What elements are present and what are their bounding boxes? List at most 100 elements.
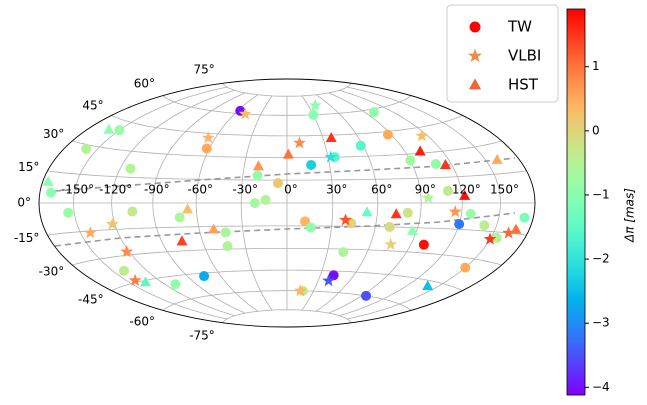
data-point [174, 212, 185, 223]
data-point [176, 235, 188, 246]
data-point [384, 221, 395, 232]
data-point [120, 245, 134, 258]
grid-line [222, 309, 352, 323]
grid-line [47, 170, 527, 181]
grid-line [162, 95, 412, 116]
data-point [103, 123, 115, 134]
data-point [249, 198, 260, 208]
legend-label: VLBI [508, 47, 541, 65]
legend [446, 4, 559, 103]
data-point [252, 170, 263, 181]
y-tick-label: 0° [17, 196, 31, 210]
data-point [414, 145, 426, 156]
x-tick-label: 0° [284, 183, 298, 197]
data-point [83, 226, 97, 239]
x-tick-label: 90° [415, 183, 436, 197]
data-point [293, 284, 307, 297]
data-point [260, 194, 271, 205]
map-border [38, 78, 536, 328]
x-tick-label: -30° [232, 183, 258, 197]
data-point [125, 163, 136, 174]
data-point [519, 212, 530, 223]
legend-label: TW [507, 18, 532, 36]
data-point [339, 213, 352, 226]
x-tick-label: -120° [99, 183, 132, 197]
data-point [220, 227, 231, 238]
data-point [422, 280, 434, 291]
data-point [324, 150, 338, 163]
legend-marker [468, 78, 482, 90]
data-point [415, 129, 429, 142]
data-point [439, 159, 451, 170]
data-point [308, 109, 319, 120]
data-point [238, 107, 252, 120]
data-point [448, 205, 462, 218]
data-point [479, 220, 490, 231]
data-point [483, 232, 497, 245]
data-point [346, 218, 357, 229]
data-point [252, 160, 264, 171]
y-tick-label: 75° [194, 63, 215, 77]
data-point [201, 131, 215, 144]
grid-line [111, 269, 463, 292]
data-point [465, 208, 476, 219]
data-point [127, 206, 138, 217]
data-point [282, 148, 294, 159]
colorbar-tick-label: −3 [592, 316, 610, 330]
data-point [459, 189, 471, 200]
data-point [502, 226, 515, 239]
data-point [128, 273, 142, 286]
data-point [42, 175, 54, 186]
data-point [454, 219, 465, 230]
data-point [361, 206, 373, 217]
data-point [199, 271, 210, 282]
data-point [355, 140, 366, 151]
data-point [510, 223, 522, 234]
data-point [208, 223, 220, 234]
colorbar-tick-label: 0 [592, 123, 600, 137]
data-point [328, 270, 339, 281]
x-tick-label: -60° [187, 183, 213, 197]
y-tick-label: -15° [14, 231, 40, 245]
data-point [272, 178, 283, 189]
data-point [405, 155, 416, 166]
data-point [182, 203, 194, 214]
data-point [361, 290, 372, 301]
x-tick-label: 60° [371, 183, 392, 197]
y-tick-label: 30° [43, 127, 64, 141]
legend-label: HST [508, 76, 539, 94]
data-point [442, 185, 453, 196]
colorbar [566, 8, 586, 396]
y-tick-label: 15° [18, 160, 39, 174]
data-point [306, 159, 317, 170]
x-tick-label: 30° [326, 183, 347, 197]
x-tick-label: -150° [61, 183, 94, 197]
data-point [222, 241, 233, 252]
colorbar-tick-label: −1 [592, 187, 610, 201]
y-tick-label: -45° [78, 293, 104, 307]
data-point [114, 125, 125, 136]
data-point [390, 208, 402, 219]
data-point [491, 153, 503, 164]
grid-line [111, 114, 463, 137]
grid-line [72, 248, 502, 266]
y-tick-label: 45° [82, 98, 103, 112]
colorbar-tick-label: −4 [592, 380, 610, 394]
data-point [382, 129, 393, 140]
data-point [491, 232, 502, 243]
data-point [460, 262, 471, 273]
x-tick-label: 150° [490, 183, 519, 197]
data-point [170, 279, 181, 290]
grid-line [222, 83, 352, 97]
y-tick-label: -60° [129, 315, 155, 329]
data-point [322, 274, 335, 287]
data-point [45, 187, 56, 198]
data-point [406, 224, 418, 235]
data-point [105, 217, 119, 230]
legend-marker [469, 21, 481, 33]
x-tick-label: 120° [452, 183, 481, 197]
data-point [305, 222, 316, 233]
y-tick-label: -30° [39, 264, 65, 278]
y-tick-label: -75° [189, 328, 215, 342]
